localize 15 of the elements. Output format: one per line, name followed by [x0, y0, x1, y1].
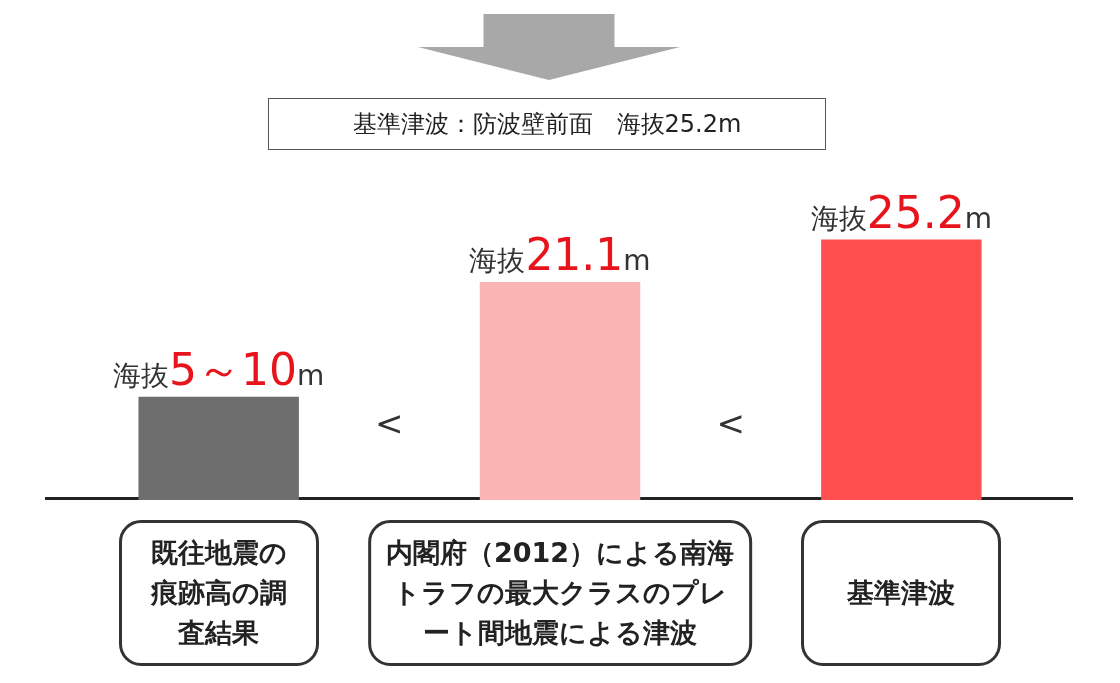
annotation: m — [297, 358, 325, 392]
x-tick-label: 内閣府（2012）による南海トラフの最大クラスのプレート間地震による津波 — [384, 536, 736, 650]
data-label: 5～10 — [169, 343, 298, 395]
chart-title: 基準津波：防波壁前面 海抜25.2m — [268, 98, 826, 150]
data-label: 21.1 — [525, 228, 624, 280]
annotation: 海抜 — [469, 243, 526, 277]
annotation: 海抜 — [810, 201, 867, 235]
data-label: 25.2 — [866, 186, 965, 238]
x-tick-label: 既往地震の痕跡高の調査結果 — [149, 536, 288, 650]
annotation: m — [623, 243, 651, 277]
annotation: < — [716, 403, 745, 443]
annotation: m — [964, 201, 992, 235]
annotation: < — [375, 403, 404, 443]
annotation: 海抜 — [113, 358, 170, 392]
x-tick-label: 基準津波 — [847, 576, 956, 610]
